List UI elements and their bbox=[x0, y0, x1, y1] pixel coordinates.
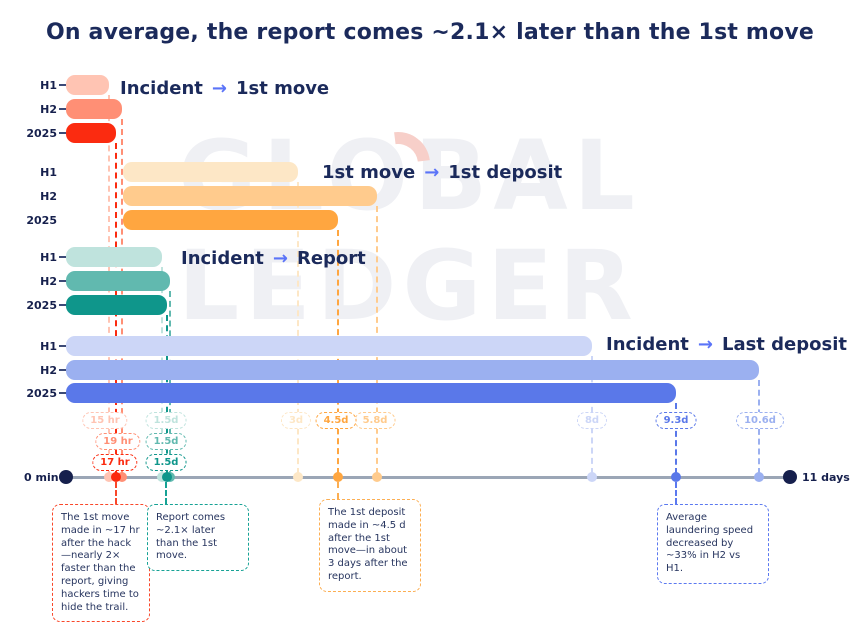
value-pill-incident-to-report-H1: 1.5d bbox=[145, 412, 187, 429]
caption-from: Incident bbox=[181, 248, 264, 269]
caption-to: Last deposit bbox=[721, 334, 848, 355]
row-tick bbox=[59, 108, 66, 110]
row-tick bbox=[59, 392, 66, 394]
row-tick bbox=[59, 304, 66, 306]
caption-from: 1st move bbox=[322, 162, 416, 183]
bar-incident-to-last-deposit-H1 bbox=[66, 336, 592, 356]
row-label-H2: H2 bbox=[40, 190, 57, 203]
annotation-note-first-move: The 1st move made in ~17 hr after the ha… bbox=[52, 504, 150, 623]
annotation-connector-note-laundering-speed bbox=[675, 482, 677, 504]
arrow-right-icon: → bbox=[272, 248, 288, 269]
value-pill-incident-to-first-move-H1: 15 hr bbox=[82, 412, 128, 429]
bar-first-move-to-first-deposit-H1 bbox=[123, 162, 298, 182]
row-tick bbox=[59, 280, 66, 282]
row-label-2025: 2025 bbox=[26, 214, 57, 227]
axis-dot-incident-to-first-move-H2 bbox=[117, 472, 127, 482]
bar-incident-to-first-move-2025 bbox=[66, 123, 116, 143]
caption-to: Report bbox=[296, 248, 366, 269]
axis-dot-incident-to-last-deposit-2025 bbox=[671, 472, 681, 482]
bar-incident-to-last-deposit-H2 bbox=[66, 360, 759, 380]
value-pill-incident-to-first-move-2025: 17 hr bbox=[92, 454, 138, 471]
drop-line-incident-to-report-H2 bbox=[169, 291, 171, 474]
value-pill-incident-to-first-move-H2: 19 hr bbox=[95, 433, 141, 450]
drop-line-first-move-to-first-deposit-H1 bbox=[297, 182, 299, 474]
axis-start-label: 0 min bbox=[24, 471, 59, 484]
arrow-right-icon: → bbox=[424, 162, 440, 183]
row-tick bbox=[59, 256, 66, 258]
annotation-note-first-deposit: The 1st deposit made in ~4.5 d after the… bbox=[319, 499, 421, 592]
annotation-connector-note-first-move bbox=[115, 482, 117, 504]
group-caption-incident-to-first-move: Incident → 1st move bbox=[120, 78, 329, 99]
bar-incident-to-first-move-H1 bbox=[66, 75, 109, 95]
annotation-note-report: Report comes ~2.1× later than the 1st mo… bbox=[147, 504, 249, 572]
axis-dot-incident-to-first-move-H1 bbox=[104, 472, 114, 482]
value-pill-first-move-to-first-deposit-H1: 3d bbox=[280, 412, 312, 429]
row-tick bbox=[59, 132, 66, 134]
caption-to: 1st move bbox=[235, 78, 330, 99]
bar-incident-to-report-H1 bbox=[66, 247, 162, 267]
row-label-H2: H2 bbox=[40, 103, 57, 116]
group-caption-incident-to-last-deposit: Incident → Last deposit bbox=[606, 334, 847, 355]
timeline-axis bbox=[66, 476, 790, 479]
group-caption-incident-to-report: Incident → Report bbox=[181, 248, 366, 269]
chart-title: On average, the report comes ~2.1× later… bbox=[45, 20, 815, 45]
value-pill-first-move-to-first-deposit-H2: 5.8d bbox=[354, 412, 396, 429]
axis-dot-first-move-to-first-deposit-2025 bbox=[333, 472, 343, 482]
row-label-H1: H1 bbox=[40, 340, 57, 353]
bar-first-move-to-first-deposit-2025 bbox=[123, 210, 338, 230]
value-pill-incident-to-last-deposit-H2: 10.6d bbox=[736, 412, 784, 429]
arrow-right-icon: → bbox=[697, 334, 713, 355]
annotation-connector-note-report bbox=[165, 482, 167, 504]
watermark-ledger: LEDGER bbox=[178, 230, 639, 342]
caption-from: Incident bbox=[120, 78, 203, 99]
row-tick bbox=[59, 345, 66, 347]
axis-dot-first-move-to-first-deposit-H2 bbox=[372, 472, 382, 482]
annotation-connector-note-first-deposit bbox=[337, 482, 339, 499]
row-label-2025: 2025 bbox=[26, 299, 57, 312]
drop-line-incident-to-last-deposit-2025 bbox=[675, 403, 677, 474]
caption-from: Incident bbox=[606, 334, 689, 355]
row-label-H1: H1 bbox=[40, 79, 57, 92]
bar-incident-to-report-2025 bbox=[66, 295, 167, 315]
value-pill-incident-to-report-H2: 1.5d bbox=[145, 433, 187, 450]
axis-dot-first-move-to-first-deposit-H1 bbox=[293, 472, 303, 482]
value-pill-first-move-to-first-deposit-2025: 4.5d bbox=[315, 412, 357, 429]
row-tick bbox=[59, 84, 66, 86]
axis-dot-incident-to-last-deposit-H1 bbox=[587, 472, 597, 482]
row-label-H1: H1 bbox=[40, 166, 57, 179]
axis-dot-incident-to-report-2025 bbox=[162, 472, 172, 482]
arrow-right-icon: → bbox=[211, 78, 227, 99]
group-caption-first-move-to-first-deposit: 1st move → 1st deposit bbox=[322, 162, 562, 183]
annotation-note-laundering-speed: Average laundering speed decreased by ~3… bbox=[657, 504, 769, 584]
row-label-2025: 2025 bbox=[26, 387, 57, 400]
value-pill-incident-to-last-deposit-H1: 8d bbox=[576, 412, 608, 429]
caption-to: 1st deposit bbox=[448, 162, 563, 183]
axis-dot-incident-to-first-move-2025 bbox=[111, 472, 121, 482]
bar-incident-to-last-deposit-2025 bbox=[66, 383, 676, 403]
value-pill-incident-to-report-2025: 1.5d bbox=[145, 454, 187, 471]
row-label-H2: H2 bbox=[40, 364, 57, 377]
bar-incident-to-first-move-H2 bbox=[66, 99, 122, 119]
axis-end-dot bbox=[783, 470, 797, 484]
row-tick bbox=[59, 369, 66, 371]
row-label-H1: H1 bbox=[40, 251, 57, 264]
axis-end-label: 11 days bbox=[802, 471, 850, 484]
row-label-H2: H2 bbox=[40, 275, 57, 288]
bar-first-move-to-first-deposit-H2 bbox=[123, 186, 377, 206]
value-pill-incident-to-last-deposit-2025: 9.3d bbox=[655, 412, 697, 429]
axis-dot-incident-to-last-deposit-H2 bbox=[754, 472, 764, 482]
bar-incident-to-report-H2 bbox=[66, 271, 170, 291]
row-label-2025: 2025 bbox=[26, 127, 57, 140]
axis-start-dot bbox=[59, 470, 73, 484]
